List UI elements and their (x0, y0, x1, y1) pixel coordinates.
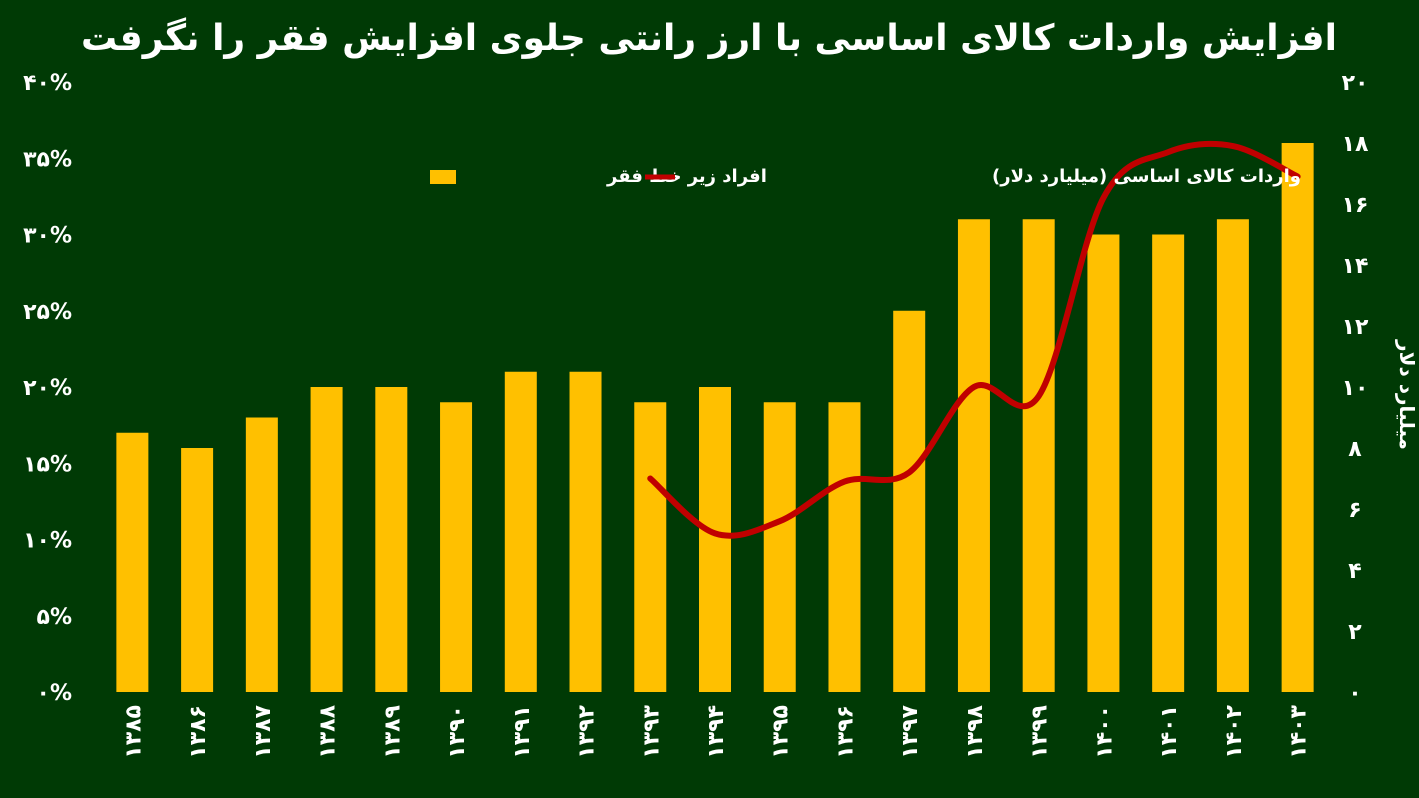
left-tick-label: ۲۵% (23, 300, 72, 325)
x-tick-label: ۱۳۹۲ (575, 704, 600, 758)
right-tick-label: ۴ (1348, 559, 1361, 584)
bar (1216, 219, 1249, 692)
right-axis-label: میلیارد دلار (1395, 339, 1419, 450)
bar-series (116, 143, 1314, 692)
left-tick-label: ۳۰% (23, 224, 72, 249)
bar (1152, 234, 1185, 692)
x-tick-label: ۱۳۹۶ (833, 705, 858, 759)
left-tick-label: ۱۵% (23, 452, 72, 477)
x-tick-label: ۱۴۰۱ (1157, 705, 1182, 759)
bar (504, 371, 537, 692)
bar (116, 432, 149, 692)
bar (181, 448, 214, 692)
x-tick-label: ۱۳۹۷ (898, 704, 923, 758)
x-tick-label: ۱۴۰۳ (1287, 704, 1312, 758)
right-tick-label: ۱۰ (1342, 376, 1369, 401)
x-tick-label: ۱۳۹۰ (445, 705, 470, 759)
bar (1022, 219, 1055, 692)
x-tick-label: ۱۳۹۹ (1028, 705, 1053, 759)
left-tick-label: ۲۰% (23, 376, 72, 401)
left-tick-label: ۰% (37, 681, 72, 706)
right-tick-label: ۶ (1348, 498, 1361, 523)
x-tick-label: ۱۴۰۰ (1092, 705, 1117, 759)
x-tick-label: ۱۳۸۸ (316, 704, 341, 758)
left-tick-label: ۱۰% (23, 529, 72, 554)
bar (893, 310, 926, 692)
legend-swatch-bar (430, 170, 456, 184)
x-axis: ۱۳۸۵ ۱۳۸۶ ۱۳۸۷ ۱۳۸۸ ۱۳۸۹ ۱۳۹۰ ۱۳۹۱ ۱۳۹۲ ۱۳۹۳ ۱۳۹۴… (121, 704, 1311, 758)
right-tick-label: ۰ (1348, 681, 1361, 706)
bar (310, 387, 343, 692)
right-tick-label: ۲ (1348, 620, 1362, 645)
bar (699, 387, 731, 692)
x-tick-label: ۱۳۸۵ (121, 705, 146, 759)
x-tick-label: ۱۳۸۷ (251, 704, 276, 758)
right-tick-label: ۱۴ (1342, 254, 1369, 279)
right-tick-label: ۱۲ (1342, 315, 1369, 340)
right-axis: ۰ ۲ ۴ ۶ ۸ ۱۰ ۱۲ ۱۴ ۱۶ ۱۸ ۲۰ (1342, 71, 1369, 706)
bar (440, 402, 473, 692)
import-line (647, 140, 1301, 539)
line-series-group (647, 140, 1301, 539)
x-tick-label: ۱۴۰۲ (1222, 704, 1247, 758)
bar (1087, 234, 1120, 692)
right-tick-label: ۲۰ (1342, 71, 1369, 96)
x-tick-label: ۱۳۹۸ (963, 704, 988, 758)
legend: افراد زیر خط فقر واردات کالای اساسی (میل… (430, 166, 1301, 187)
bar (375, 387, 408, 692)
bar (634, 402, 667, 692)
x-tick-label: ۱۳۹۴ (704, 705, 729, 759)
left-axis: ۰% ۵% ۱۰% ۱۵% ۲۰% ۲۵% ۳۰% ۳۵% ۴۰% (23, 71, 72, 706)
right-tick-label: ۱۸ (1342, 132, 1369, 157)
x-tick-label: ۱۳۸۶ (186, 705, 211, 759)
x-tick-label: ۱۳۸۹ (380, 705, 405, 759)
bar (828, 402, 861, 692)
x-tick-label: ۱۳۹۱ (510, 705, 535, 759)
right-tick-label: ۸ (1348, 437, 1362, 462)
bar (763, 402, 796, 692)
left-tick-label: ۴۰% (23, 71, 72, 96)
right-tick-label: ۱۶ (1342, 193, 1369, 218)
legend-label-line: واردات کالای اساسی (میلیارد دلار) (992, 166, 1301, 187)
x-tick-label: ۱۳۹۵ (769, 705, 794, 759)
bar (1281, 143, 1314, 692)
left-tick-label: ۳۵% (23, 147, 72, 172)
bar (957, 219, 990, 692)
bar (569, 371, 602, 692)
bar (245, 417, 278, 692)
left-tick-label: ۵% (37, 605, 72, 630)
x-tick-label: ۱۳۹۳ (639, 704, 664, 758)
chart-title: افزایش واردات کالای اساسی با ارز رانتی ج… (81, 17, 1337, 59)
legend-label-bar: افراد زیر خط فقر (606, 166, 767, 187)
